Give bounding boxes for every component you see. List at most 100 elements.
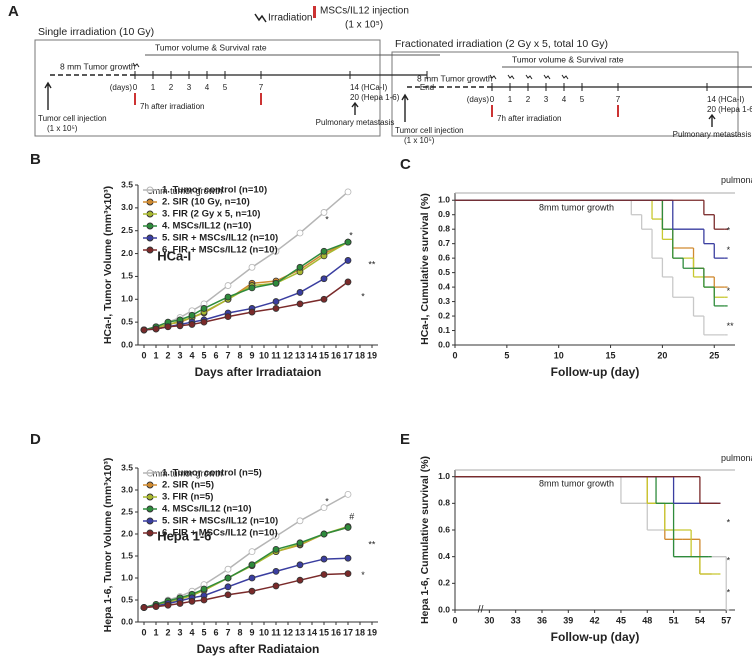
annotation: * — [727, 555, 731, 565]
point — [296, 289, 304, 296]
y-tick-label: 0.1 — [438, 325, 450, 335]
point — [296, 539, 304, 547]
x-tick-label: 48 — [642, 615, 652, 625]
point — [248, 548, 256, 555]
legend-label: 6. FIR + MSCs/IL12 (n=10) — [162, 245, 278, 256]
legend-label: 2. SIR (10 Gy, n=10) — [162, 197, 250, 208]
point — [140, 326, 148, 334]
x-tick-label: 9 — [249, 627, 254, 637]
y-tick-label: 1.0 — [438, 194, 450, 204]
day-label: 1 — [508, 95, 513, 104]
point — [152, 603, 160, 610]
annotation: * — [727, 245, 731, 255]
day-label: 7 — [259, 83, 264, 92]
panel-label: D — [30, 431, 41, 448]
x-tick-label: 36 — [537, 615, 547, 625]
x-tick-label: 0 — [452, 350, 457, 360]
injection-icon — [313, 6, 316, 18]
x-tick-label: 1 — [153, 627, 158, 637]
legend-injection: MSCs/IL12 injection — [320, 6, 409, 17]
y-tick-label: 2.0 — [121, 528, 133, 538]
x-tick-label: 20 — [657, 350, 667, 360]
annotation: * — [727, 225, 731, 235]
legend-injection-dose: (1 x 10⁵) — [345, 20, 383, 31]
legend-label: 4. MSCs/IL12 (n=10) — [162, 504, 252, 515]
x-tick-label: 57 — [721, 615, 731, 625]
y-tick-label: 1.0 — [121, 572, 133, 582]
point — [272, 532, 280, 540]
irradiation-icon — [254, 13, 267, 23]
x-tick-label: 4 — [189, 627, 194, 637]
annotation: ** — [368, 259, 376, 269]
point — [344, 570, 352, 577]
annotation: * — [727, 286, 731, 296]
annotation: Hepa 1-6 — [157, 529, 211, 544]
y-tick-label: 1.5 — [121, 550, 133, 560]
point — [248, 263, 256, 271]
point — [248, 308, 256, 316]
x-tick-label: 8 — [237, 627, 242, 637]
x-tick-label: 13 — [295, 627, 305, 637]
point — [140, 604, 148, 611]
legend-label: 1. Tumor control (n=5) — [162, 468, 262, 479]
arrow — [708, 113, 716, 127]
point — [248, 587, 256, 595]
y-tick-label: 0.2 — [438, 578, 450, 588]
injection-mark — [617, 105, 619, 117]
measure: Tumor volume & Survival rate — [155, 42, 267, 52]
point — [320, 295, 328, 303]
injection-mark — [260, 93, 262, 105]
x-tick-label: 2 — [165, 627, 170, 637]
day-label: 14 (HCa-I) — [707, 95, 745, 104]
point — [200, 318, 208, 326]
point — [176, 600, 184, 607]
day-label: 5 — [580, 95, 585, 104]
y-tick-label: 2.0 — [121, 248, 133, 258]
y-axis-label: Hepa 1-6, Cumulative survival (%) — [419, 456, 431, 624]
annotation: * — [325, 496, 329, 506]
x-tick-label: 5 — [201, 627, 206, 637]
x-tick-label: 7 — [225, 627, 230, 637]
point — [152, 325, 160, 333]
point — [248, 284, 256, 292]
point — [296, 561, 304, 569]
y-tick-label: 0.4 — [438, 281, 450, 291]
irradiation-mark — [507, 74, 515, 80]
point — [296, 263, 304, 271]
after: 7h after irradiation — [497, 114, 561, 123]
point — [296, 576, 304, 584]
point — [320, 530, 328, 538]
y-tick-label: 0.6 — [438, 252, 450, 262]
y-tick-label: 3.0 — [121, 202, 133, 212]
box-title: Fractionated irradiation (2 Gy x 5, tota… — [395, 38, 608, 50]
y-tick-label: 0.5 — [438, 267, 450, 277]
metastasis: Pulmonary metastasis — [316, 118, 395, 127]
annotation: ** — [368, 539, 376, 549]
legend-label: 5. SIR + MSCs/IL12 (n=10) — [162, 233, 278, 244]
annotation: pulmonary metastasis — [721, 453, 752, 463]
y-tick-label: 2.5 — [121, 506, 133, 516]
right-box — [391, 51, 739, 137]
point — [200, 585, 208, 593]
x-tick-label: 2 — [165, 350, 170, 360]
point — [176, 322, 184, 330]
y-tick-label: 0.5 — [121, 316, 133, 326]
x-tick-label: 5 — [201, 350, 206, 360]
legend-label: 5. SIR + MSCs/IL12 (n=10) — [162, 516, 278, 527]
x-tick-label: 3 — [177, 627, 182, 637]
growth: 8 mm Tumor growth — [417, 73, 493, 83]
point — [200, 596, 208, 604]
point — [320, 209, 328, 216]
point — [248, 561, 256, 569]
point — [344, 257, 352, 264]
annotation: ** — [727, 321, 735, 331]
x-tick-label: 0 — [141, 350, 146, 360]
y-tick-label: 0.9 — [438, 209, 450, 219]
x-tick-label: 13 — [295, 350, 305, 360]
x-tick-label: 10 — [259, 627, 269, 637]
y-tick-label: 0.8 — [438, 498, 450, 508]
arrow — [351, 101, 359, 115]
panel-label: E — [400, 431, 410, 448]
point — [344, 278, 352, 286]
